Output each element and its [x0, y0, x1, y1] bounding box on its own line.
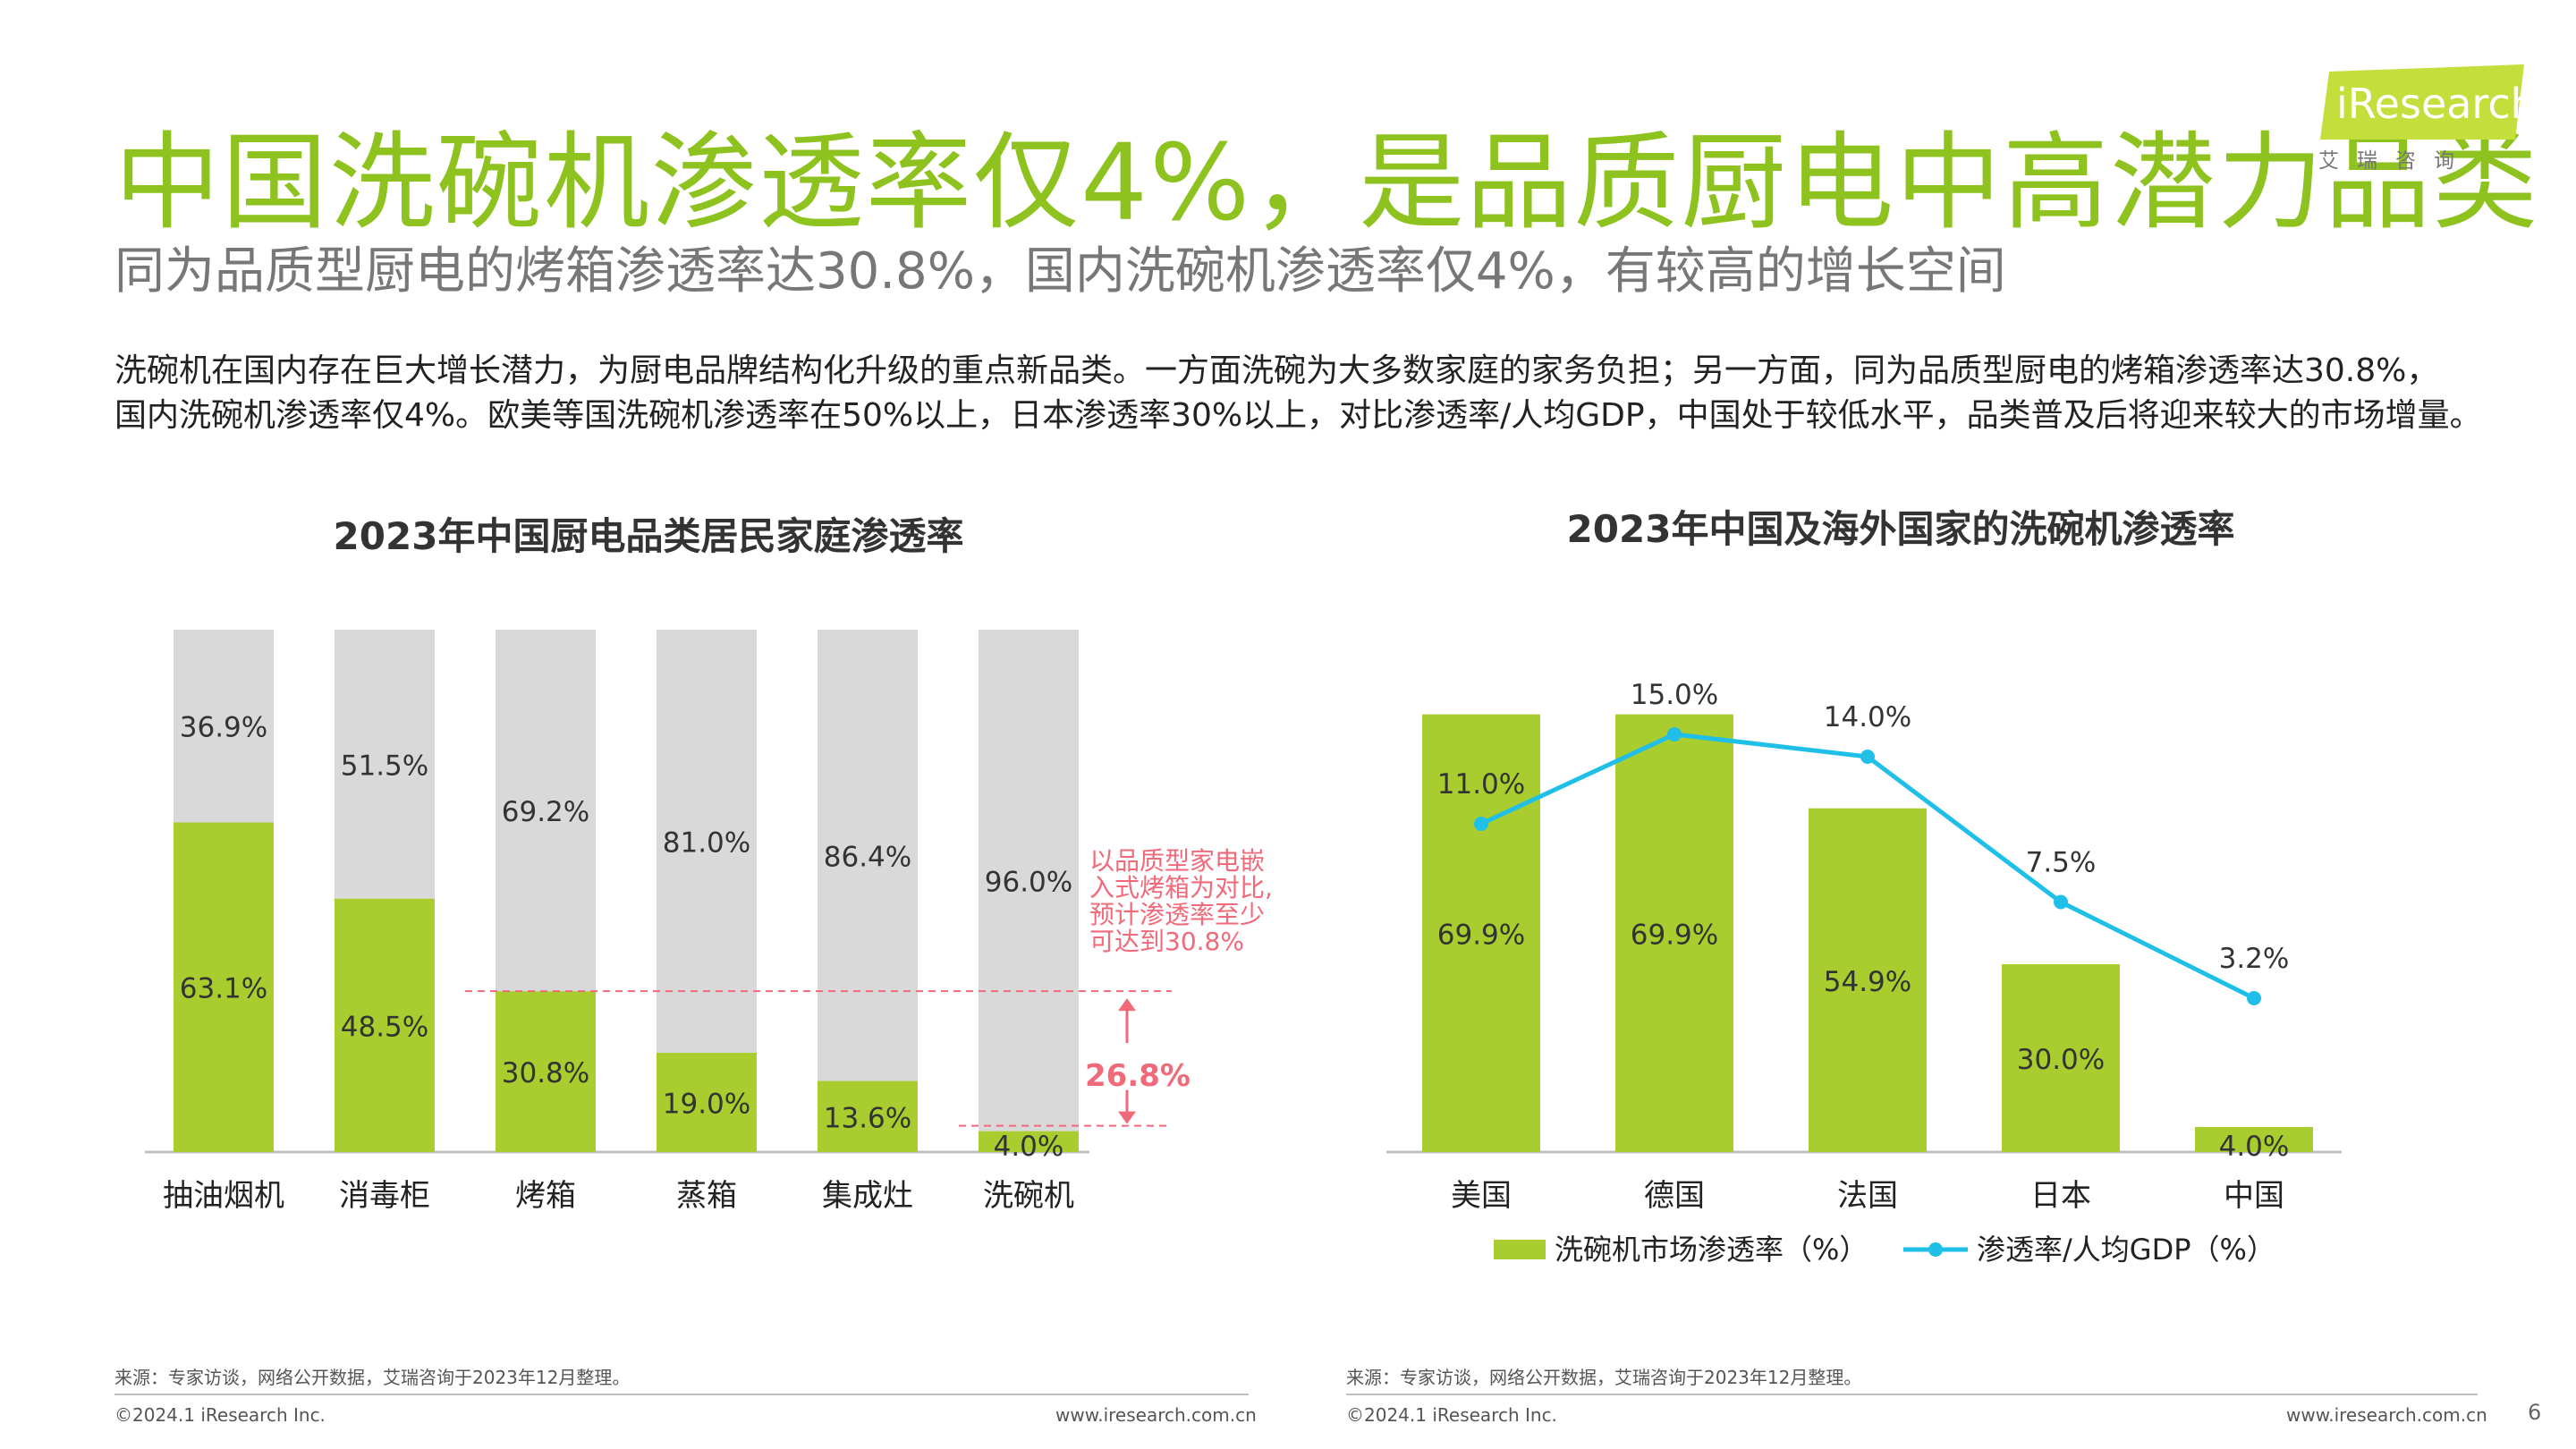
right-copyright: ©2024.1 iResearch Inc. [1346, 1404, 1557, 1426]
chart2-line-point [1474, 817, 1488, 831]
chart2-line-value-label: 15.0% [1631, 679, 1718, 711]
chart2-bar-value-label: 4.0% [2219, 1131, 2290, 1163]
chart2-legend-line-marker [1928, 1242, 1943, 1257]
chart1-value-label-penetration: 19.0% [663, 1089, 750, 1121]
chart1-bar-penetration [657, 1053, 757, 1152]
chart2-legend-bar-swatch [1494, 1240, 1546, 1259]
chart1-annotation-note-line: 入式烤箱为对比, [1089, 873, 1273, 902]
chart2-bar-penetration [1809, 808, 1927, 1152]
chart1-category-label: 抽油烟机 [163, 1178, 284, 1214]
chart1-value-label-remaining: 81.0% [663, 827, 750, 860]
chart1-bar-penetration [335, 898, 435, 1152]
left-source-note: 来源：专家访谈，网络公开数据，艾瑞咨询于2023年12月整理。 [114, 1367, 631, 1388]
right-footer-divider [1346, 1394, 2478, 1395]
logo-background [2320, 64, 2524, 140]
chart2-bar-penetration [2195, 1127, 2313, 1152]
chart2-bar-penetration [2002, 964, 2120, 1152]
chart2-bar-value-label: 69.9% [1437, 919, 1525, 951]
chart1-value-label-penetration: 4.0% [994, 1131, 1064, 1163]
logo-text: iResearch [2336, 80, 2524, 128]
chart1-bar-remaining [979, 630, 1079, 1131]
chart1-bar-remaining [496, 630, 596, 992]
chart2-bar-value-label: 69.9% [1631, 919, 1718, 951]
left-copyright: ©2024.1 iResearch Inc. [114, 1404, 326, 1426]
chart1-bar-remaining [657, 630, 757, 1054]
description-line-1: 洗碗机在国内存在巨大增长潜力，为厨电品牌结构化升级的重点新品类。一方面洗碗为大多… [114, 352, 2439, 389]
chart2-category-label: 法国 [1837, 1178, 1898, 1214]
chart1-value-label-remaining: 96.0% [985, 866, 1072, 898]
right-website-link[interactable]: www.iresearch.com.cn [2286, 1404, 2487, 1426]
chart1-value-label-remaining: 69.2% [502, 796, 589, 828]
page-number: 6 [2528, 1400, 2542, 1425]
left-footer-divider [114, 1394, 1249, 1395]
chart1-bar-remaining [174, 630, 274, 823]
chart1-bar-penetration [496, 991, 596, 1152]
chart1-title: 2023年中国厨电品类居民家庭渗透率 [333, 514, 964, 558]
chart1-annotation-note-line: 以品质型家电嵌 [1089, 846, 1265, 876]
right-source-note: 来源：专家访谈，网络公开数据，艾瑞咨询于2023年12月整理。 [1346, 1367, 1862, 1388]
chart1-value-label-penetration: 30.8% [502, 1057, 589, 1089]
chart2-category-label: 日本 [2030, 1178, 2091, 1214]
chart1-annotation-note-line: 可达到30.8% [1089, 927, 1244, 956]
chart1-category-label: 消毒柜 [339, 1178, 430, 1214]
page-title: 中国洗碗机渗透率仅4%，是品质厨电中高潜力品类 [114, 121, 2540, 244]
chart2-line-point [1667, 727, 1682, 741]
chart1-bar-penetration [979, 1131, 1079, 1152]
chart1-annotation-arrowhead-up [1118, 998, 1136, 1012]
chart2-bar-penetration [1422, 714, 1540, 1152]
logo-subtitle: 艾瑞咨询 [2318, 149, 2472, 173]
chart2-line-value-label: 11.0% [1437, 768, 1525, 801]
chart2-bar-penetration [1615, 714, 1733, 1152]
chart2-line-point [2054, 894, 2068, 910]
chart1-annotation-arrowhead-down [1118, 1111, 1136, 1124]
chart1-bar-penetration [818, 1080, 918, 1152]
chart1-bar-remaining [818, 630, 918, 1081]
chart2-line-value-label: 3.2% [2219, 943, 2290, 975]
chart2-category-label: 美国 [1451, 1178, 1512, 1214]
chart1-value-label-penetration: 13.6% [824, 1102, 911, 1134]
chart1-value-label-remaining: 51.5% [341, 750, 428, 782]
chart1-category-label: 烤箱 [515, 1178, 576, 1214]
chart1-category-label: 蒸箱 [676, 1178, 737, 1214]
chart2-legend-line-label: 渗透率/人均GDP（%） [1977, 1233, 2275, 1267]
description-line-2: 国内洗碗机渗透率仅4%。欧美等国洗碗机渗透率在50%以上，日本渗透率30%以上，… [114, 397, 2482, 434]
chart1-category-label: 洗碗机 [983, 1178, 1074, 1214]
chart1-category-label: 集成灶 [822, 1178, 913, 1214]
chart2-line-value-label: 14.0% [1824, 701, 1911, 733]
chart2-bar-value-label: 54.9% [1824, 966, 1911, 998]
chart1-stacked-bar: 63.1% 36.9% 抽油烟机 48.5% 51.5% 消毒柜 30.8% 69.2% 烤箱 1… [145, 630, 1273, 1214]
chart1-annotation-note-line: 预计渗透率至少 [1089, 900, 1265, 929]
chart2-line-point [2247, 991, 2261, 1005]
page-subtitle: 同为品质型厨电的烤箱渗透率达30.8%，国内洗碗机渗透率仅4%，有较高的增长空间 [114, 242, 2006, 301]
chart1-bar-penetration [174, 822, 274, 1152]
iresearch-logo: iResearch [2320, 64, 2524, 140]
chart2-line-point [1860, 750, 1875, 764]
chart2-bar-line: 69.9% 美国 69.9% 德国 54.9% 法国 30.0% 日本 4.0% 中国 11.0% 1… [1386, 679, 2342, 1267]
chart1-value-label-remaining: 36.9% [180, 712, 267, 744]
chart2-line-value-label: 7.5% [2026, 847, 2097, 879]
chart1-value-label-penetration: 63.1% [180, 973, 267, 1005]
left-website-link[interactable]: www.iresearch.com.cn [1055, 1404, 1257, 1426]
chart1-bar-remaining [335, 630, 435, 899]
chart2-title: 2023年中国及海外国家的洗碗机渗透率 [1566, 507, 2235, 551]
chart1-annotation-gap-label: 26.8% [1085, 1058, 1191, 1094]
chart2-bar-value-label: 30.0% [2017, 1044, 2105, 1076]
chart2-legend-bar-label: 洗碗机市场渗透率（%） [1555, 1233, 1868, 1267]
chart1-value-label-remaining: 86.4% [824, 841, 911, 873]
chart1-value-label-penetration: 48.5% [341, 1011, 428, 1043]
chart2-category-label: 德国 [1644, 1178, 1705, 1214]
chart2-category-label: 中国 [2224, 1178, 2284, 1214]
